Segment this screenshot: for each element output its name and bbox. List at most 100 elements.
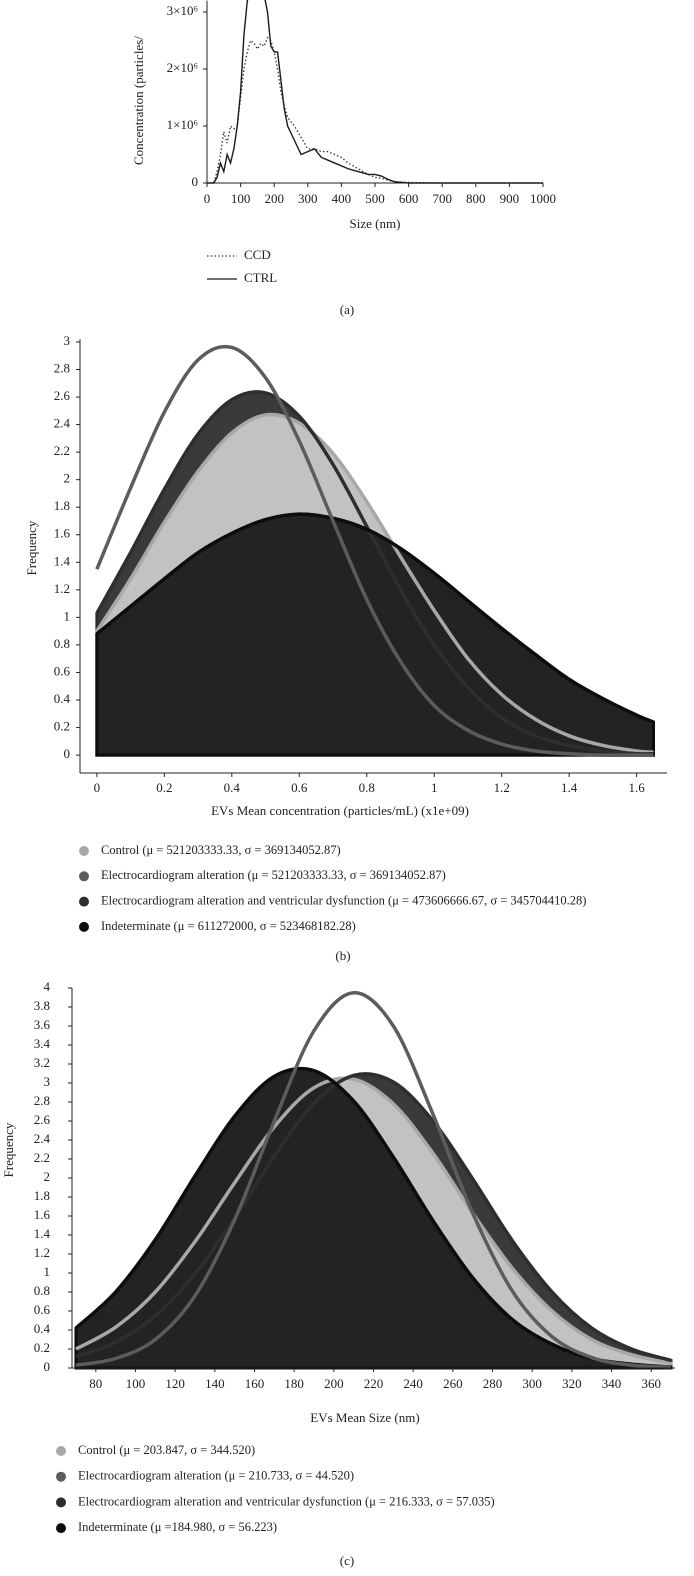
density-curve (95, 512, 655, 724)
x-tick-label: 1.6 (629, 780, 646, 795)
y-tick-label: 2.2 (54, 443, 70, 458)
legend-label: Control (μ = 203.847, σ = 344.520) (78, 1443, 255, 1457)
x-tick-label: 340 (602, 1376, 622, 1391)
x-axis-title: EVs Mean Size (nm) (310, 1410, 419, 1425)
y-tick-label: 1.6 (54, 526, 71, 541)
legend-swatch (56, 1446, 66, 1456)
y-tick-label: 0 (64, 746, 71, 761)
y-tick-label: 2.4 (54, 416, 71, 431)
y-tick-label: 0.4 (34, 1321, 51, 1336)
legend-label: Indeterminate (μ = 611272000, σ = 523468… (101, 919, 356, 933)
y-tick-label: 1×10⁶ (167, 117, 198, 132)
x-tick-label: 0.4 (224, 780, 241, 795)
y-tick-label: 3×10⁶ (167, 3, 198, 18)
x-tick-label: 1000 (530, 191, 556, 206)
density-curve (95, 344, 654, 757)
density-curve (95, 412, 654, 755)
x-tick-label: 120 (165, 1376, 185, 1391)
legend-label: Indeterminate (μ =184.980, σ = 56.223) (78, 1520, 277, 1534)
legend-label: Control (μ = 521203333.33, σ = 369134052… (101, 843, 341, 857)
legend-swatch (79, 871, 89, 882)
y-tick-label: 1.8 (34, 1188, 50, 1203)
x-tick-label: 100 (231, 191, 251, 206)
y-tick-label: 4 (44, 979, 51, 994)
x-tick-label: 0.6 (291, 780, 308, 795)
density-curve (75, 991, 672, 1369)
x-tick-label: 0 (94, 780, 101, 795)
x-tick-label: 300 (522, 1376, 542, 1391)
y-axis-title: Frequency (24, 520, 39, 575)
y-tick-label: 0.4 (54, 691, 71, 706)
y-tick-label: 1.2 (54, 581, 70, 596)
legend-swatch (79, 921, 89, 932)
y-tick-label: 1.4 (34, 1226, 51, 1241)
legend-label: Electrocardiogram alteration (μ = 521203… (101, 868, 446, 882)
x-tick-label: 200 (324, 1376, 344, 1391)
y-tick-label: 2×10⁶ (167, 60, 198, 75)
y-tick-label: 0.2 (54, 719, 70, 734)
data-line (207, 0, 543, 184)
y-tick-label: 0.8 (34, 1283, 50, 1298)
y-tick-label: 1 (44, 1264, 51, 1279)
y-tick-label: 1.6 (34, 1207, 51, 1222)
x-axis-title: Size (nm) (350, 216, 401, 231)
x-tick-label: 180 (284, 1376, 304, 1391)
x-tick-label: 800 (466, 191, 486, 206)
y-tick-label: 2.6 (54, 388, 71, 403)
density-curve (75, 1072, 672, 1363)
x-tick-label: 0.2 (156, 780, 172, 795)
caption: (b) (335, 948, 350, 963)
legend-label: CTRL (244, 270, 277, 285)
x-tick-label: 0 (204, 191, 211, 206)
y-tick-label: 1.8 (54, 498, 70, 513)
density-curve (74, 1066, 672, 1369)
x-tick-label: 900 (500, 191, 520, 206)
x-axis-title: EVs Mean concentration (particles/mL) (x… (211, 803, 469, 818)
legend-swatch (79, 896, 89, 907)
x-tick-label: 220 (364, 1376, 384, 1391)
y-tick-label: 2.8 (34, 1093, 50, 1108)
x-tick-label: 400 (332, 191, 352, 206)
y-tick-label: 3.6 (34, 1017, 51, 1032)
y-tick-label: 2 (44, 1169, 51, 1184)
legend-label: CCD (244, 247, 271, 262)
x-tick-label: 260 (443, 1376, 463, 1391)
x-tick-label: 600 (399, 191, 419, 206)
y-tick-label: 1 (64, 608, 71, 623)
x-tick-label: 80 (89, 1376, 102, 1391)
y-tick-label: 2.8 (54, 360, 70, 375)
y-tick-label: 3 (64, 333, 71, 348)
caption: (c) (340, 1553, 354, 1568)
y-tick-label: 0 (192, 174, 199, 189)
y-tick-label: 0.8 (54, 636, 70, 651)
y-tick-label: 2.2 (34, 1150, 50, 1165)
legend-swatch (56, 1497, 66, 1508)
x-tick-label: 300 (298, 191, 318, 206)
y-tick-label: 0.6 (34, 1302, 51, 1317)
y-tick-label: 1.4 (54, 553, 71, 568)
legend-swatch (56, 1523, 66, 1534)
y-tick-label: 3.2 (34, 1055, 50, 1070)
x-tick-label: 200 (264, 191, 284, 206)
y-tick-label: 2.4 (34, 1131, 51, 1146)
y-axis-title: Concentration (particles/ (131, 36, 146, 165)
x-tick-label: 100 (126, 1376, 146, 1391)
legend-label: Electrocardiogram alteration and ventric… (78, 1494, 495, 1508)
y-tick-label: 3 (44, 1074, 51, 1089)
y-tick-label: 0.2 (34, 1340, 50, 1355)
y-axis-title: Frequency (1, 1122, 16, 1177)
y-tick-label: 3.4 (34, 1036, 51, 1051)
density-curve (75, 1076, 672, 1365)
legend-label: Electrocardiogram alteration (μ = 210.73… (78, 1469, 354, 1483)
x-tick-label: 500 (365, 191, 385, 206)
x-tick-label: 1 (431, 780, 438, 795)
legend-swatch (56, 1471, 66, 1482)
x-tick-label: 320 (562, 1376, 582, 1391)
x-tick-label: 140 (205, 1376, 225, 1391)
y-tick-label: 0 (44, 1359, 51, 1374)
caption: (a) (340, 302, 354, 317)
x-tick-label: 160 (245, 1376, 265, 1391)
x-tick-label: 0.8 (359, 780, 375, 795)
y-tick-label: 2.6 (34, 1112, 51, 1127)
